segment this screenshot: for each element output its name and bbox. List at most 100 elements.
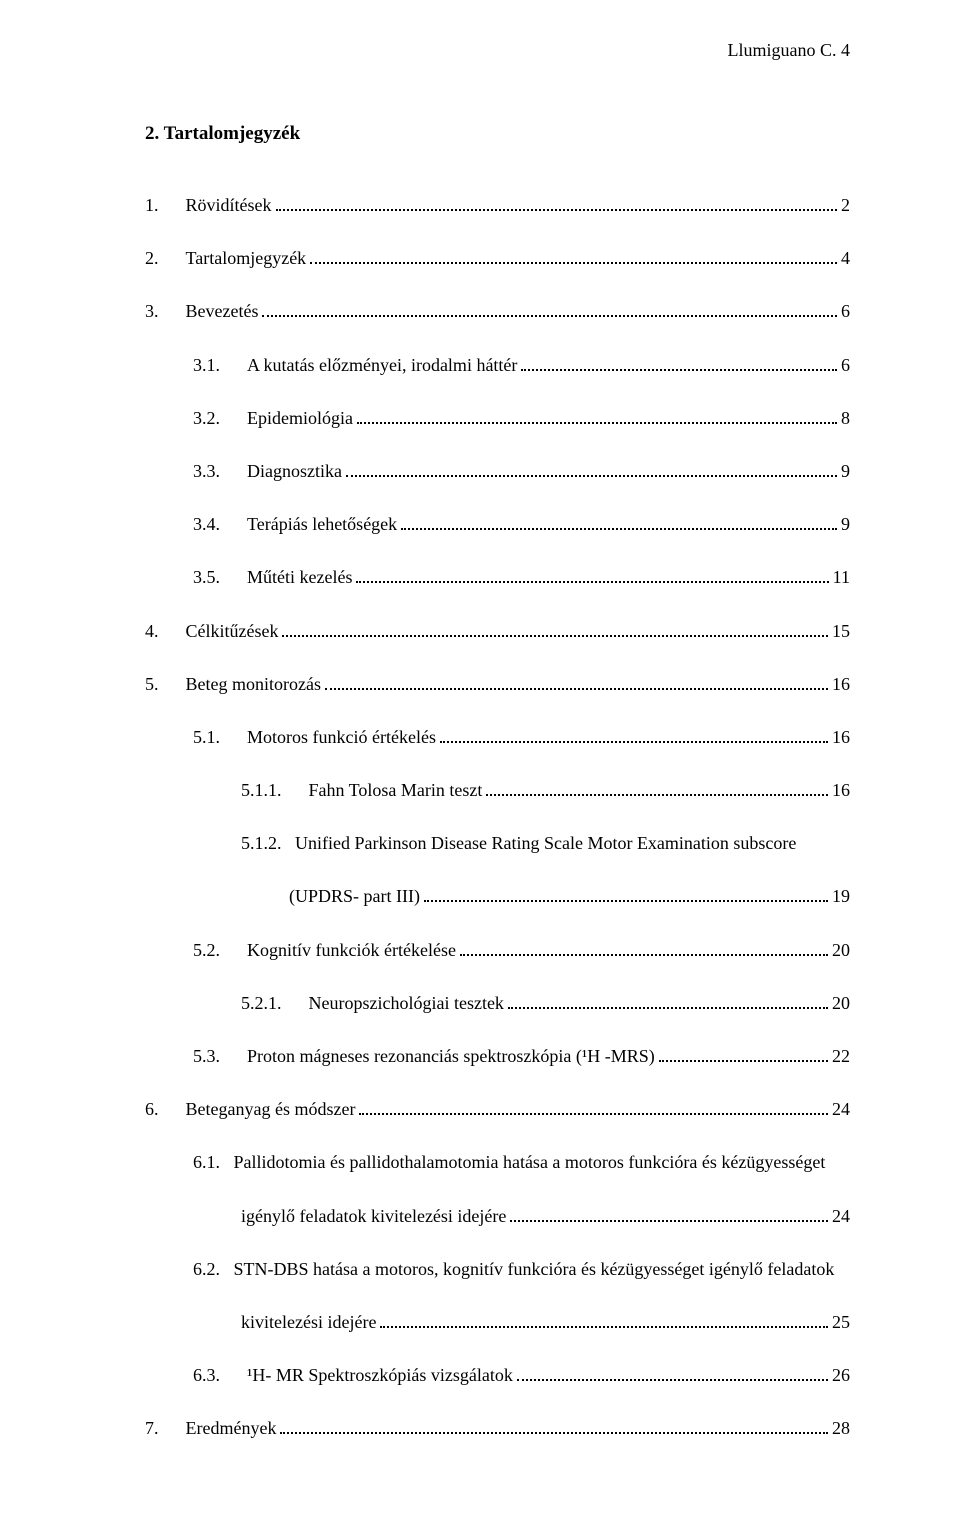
toc-page: 28	[832, 1416, 850, 1441]
toc-label: Rövidítések	[186, 193, 272, 218]
toc-leader-dots	[424, 900, 828, 902]
toc-page: 25	[832, 1310, 850, 1335]
toc-label-continued: kivitelezési idejére	[241, 1310, 376, 1335]
toc-label: Beteg monitorozás	[186, 672, 321, 697]
toc-label: Célkitűzések	[186, 619, 279, 644]
toc-label: A kutatás előzményei, irodalmi háttér	[247, 353, 517, 378]
toc-number: 5.	[145, 672, 186, 697]
toc-number: 5.1.	[193, 725, 247, 750]
toc-number: 6.1.	[193, 1150, 234, 1175]
toc-entry: 5.1. Motoros funkció értékelés 16	[145, 725, 850, 750]
toc-label: Bevezetés	[186, 299, 259, 324]
toc-leader-dots	[380, 1326, 828, 1328]
toc-page: 6	[841, 299, 850, 324]
toc-label: Unified Parkinson Disease Rating Scale M…	[295, 831, 796, 856]
toc-number: 5.3.	[193, 1044, 247, 1069]
toc-page: 16	[832, 778, 850, 803]
toc-entry: 3.5. Műtéti kezelés 11	[145, 565, 850, 590]
toc-leader-dots	[460, 954, 828, 956]
toc-label: Kognitív funkciók értékelése	[247, 938, 456, 963]
toc-label: Fahn Tolosa Marin teszt	[309, 778, 483, 803]
toc-number: 3.3.	[193, 459, 247, 484]
toc-page: 8	[841, 406, 850, 431]
toc-entry: 5.1.2. Unified Parkinson Disease Rating …	[145, 831, 850, 909]
toc-label: ¹H- MR Spektroszkópiás vizsgálatok	[247, 1363, 513, 1388]
toc-entry: 6.1. Pallidotomia és pallidothalamotomia…	[145, 1150, 850, 1228]
toc-page: 24	[832, 1097, 850, 1122]
toc-number: 1.	[145, 193, 186, 218]
toc-entry: 1. Rövidítések 2	[145, 193, 850, 218]
toc-leader-dots	[282, 635, 828, 637]
toc-entry: 5.3. Proton mágneses rezonanciás spektro…	[145, 1044, 850, 1069]
toc-label: Motoros funkció értékelés	[247, 725, 436, 750]
toc-leader-dots	[359, 1113, 828, 1115]
toc-entry: 3.2. Epidemiológia 8	[145, 406, 850, 431]
toc-number: 4.	[145, 619, 186, 644]
toc-page: 2	[841, 193, 850, 218]
toc-label: Terápiás lehetőségek	[247, 512, 397, 537]
toc-leader-dots	[280, 1432, 828, 1434]
toc-leader-dots	[310, 262, 837, 264]
toc-page: 22	[832, 1044, 850, 1069]
toc-page: 9	[841, 459, 850, 484]
toc-label: Eredmények	[186, 1416, 277, 1441]
toc-label: STN-DBS hatása a motoros, kognitív funkc…	[234, 1257, 835, 1282]
toc-number: 3.	[145, 299, 186, 324]
toc-leader-dots	[486, 794, 828, 796]
toc-number: 3.4.	[193, 512, 247, 537]
toc-leader-dots	[659, 1060, 828, 1062]
toc-label: Műtéti kezelés	[247, 565, 352, 590]
toc-leader-dots	[517, 1379, 828, 1381]
toc-entry: 3.3. Diagnosztika 9	[145, 459, 850, 484]
toc-page: 20	[832, 938, 850, 963]
toc-page: 15	[832, 619, 850, 644]
toc-number: 3.1.	[193, 353, 247, 378]
toc-entry: 4. Célkitűzések 15	[145, 619, 850, 644]
toc-list: 1. Rövidítések 2 2. Tartalomjegyzék 4 3. B…	[145, 193, 850, 1442]
toc-page: 24	[832, 1204, 850, 1229]
toc-label: Neuropszichológiai tesztek	[309, 991, 504, 1016]
toc-number: 6.3.	[193, 1363, 247, 1388]
toc-entry: 2. Tartalomjegyzék 4	[145, 246, 850, 271]
toc-page: 9	[841, 512, 850, 537]
toc-entry: 5.2. Kognitív funkciók értékelése 20	[145, 938, 850, 963]
toc-page: 4	[841, 246, 850, 271]
toc-label: Pallidotomia és pallidothalamotomia hatá…	[234, 1150, 826, 1175]
toc-entry: 5.1.1. Fahn Tolosa Marin teszt 16	[145, 778, 850, 803]
toc-entry: 6.2. STN-DBS hatása a motoros, kognitív …	[145, 1257, 850, 1335]
toc-number: 6.	[145, 1097, 186, 1122]
toc-leader-dots	[356, 581, 828, 583]
toc-number: 3.2.	[193, 406, 247, 431]
toc-page: 19	[832, 884, 850, 909]
toc-leader-dots	[357, 422, 837, 424]
toc-leader-dots	[346, 475, 837, 477]
toc-leader-dots	[401, 528, 837, 530]
toc-leader-dots	[521, 369, 837, 371]
toc-entry: 3.4. Terápiás lehetőségek 9	[145, 512, 850, 537]
toc-title: 2. Tartalomjegyzék	[145, 123, 850, 145]
toc-leader-dots	[508, 1007, 828, 1009]
toc-label: Beteganyag és módszer	[186, 1097, 356, 1122]
toc-entry: 5. Beteg monitorozás 16	[145, 672, 850, 697]
toc-page: 26	[832, 1363, 850, 1388]
toc-number: 3.5.	[193, 565, 247, 590]
toc-leader-dots	[510, 1220, 828, 1222]
toc-number: 6.2.	[193, 1257, 234, 1282]
toc-leader-dots	[262, 315, 837, 317]
toc-entry: 3. Bevezetés 6	[145, 299, 850, 324]
toc-leader-dots	[325, 688, 828, 690]
toc-page: 16	[832, 725, 850, 750]
toc-number: 7.	[145, 1416, 186, 1441]
toc-entry: 3.1. A kutatás előzményei, irodalmi hátt…	[145, 353, 850, 378]
toc-label: Diagnosztika	[247, 459, 342, 484]
toc-number: 2.	[145, 246, 186, 271]
toc-number: 5.1.2.	[241, 831, 295, 856]
toc-page: 11	[833, 565, 850, 590]
toc-label: Proton mágneses rezonanciás spektroszkóp…	[247, 1044, 655, 1069]
toc-label: Tartalomjegyzék	[186, 246, 307, 271]
toc-page: 20	[832, 991, 850, 1016]
toc-entry: 6. Beteganyag és módszer 24	[145, 1097, 850, 1122]
toc-entry: 5.2.1. Neuropszichológiai tesztek 20	[145, 991, 850, 1016]
toc-page: 6	[841, 353, 850, 378]
toc-entry: 7. Eredmények 28	[145, 1416, 850, 1441]
